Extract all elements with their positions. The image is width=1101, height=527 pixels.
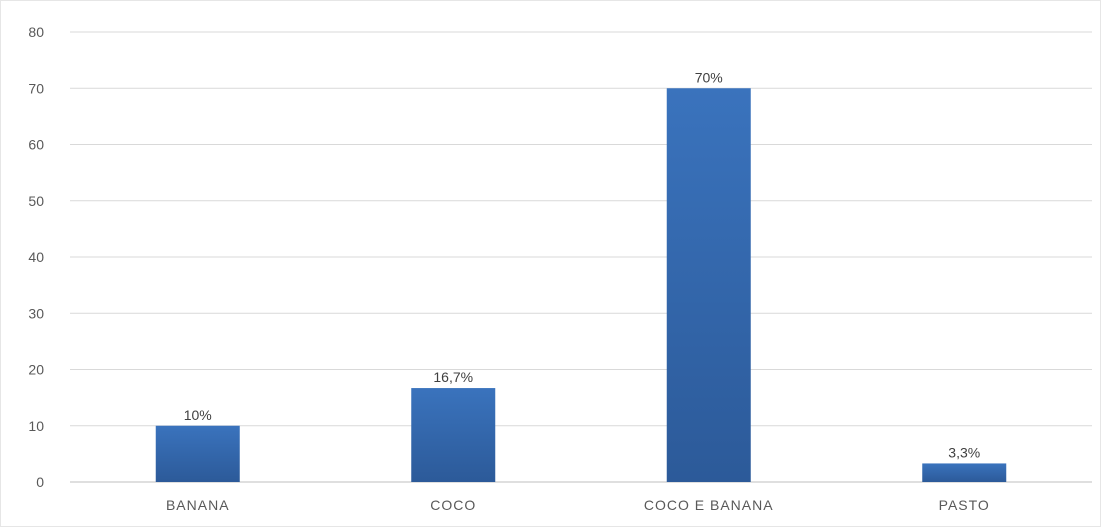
x-category-label: BANANA [166, 497, 230, 513]
y-tick-label: 30 [28, 305, 44, 321]
x-category-label: PASTO [939, 497, 990, 513]
y-tick-label: 80 [28, 24, 44, 40]
y-tick-label: 20 [28, 362, 44, 378]
x-category-label: COCO [430, 497, 476, 513]
y-tick-label: 40 [28, 249, 44, 265]
y-tick-label: 70 [28, 80, 44, 96]
data-label: 3,3% [948, 444, 980, 460]
bar-banana [155, 425, 240, 482]
y-tick-label: 10 [28, 418, 44, 434]
y-axis-ticks: 0 10 20 30 40 50 60 70 80 [28, 24, 44, 490]
bar-pasto [922, 463, 1007, 482]
y-tick-label: 50 [28, 193, 44, 209]
data-label: 16,7% [433, 369, 473, 385]
y-tick-label: 60 [28, 137, 44, 153]
gridlines [70, 31, 1092, 483]
y-tick-label: 0 [36, 474, 44, 490]
bar-coco [411, 388, 496, 482]
data-labels: 10% 16,7% 70% 3,3% [184, 69, 980, 460]
x-axis-categories: BANANA COCO COCO E BANANA PASTO [166, 497, 990, 513]
data-label: 70% [695, 69, 723, 85]
bar-coco-e-banana [666, 88, 751, 482]
bars [155, 88, 1007, 482]
x-category-label: COCO E BANANA [644, 497, 774, 513]
data-label: 10% [184, 407, 212, 423]
